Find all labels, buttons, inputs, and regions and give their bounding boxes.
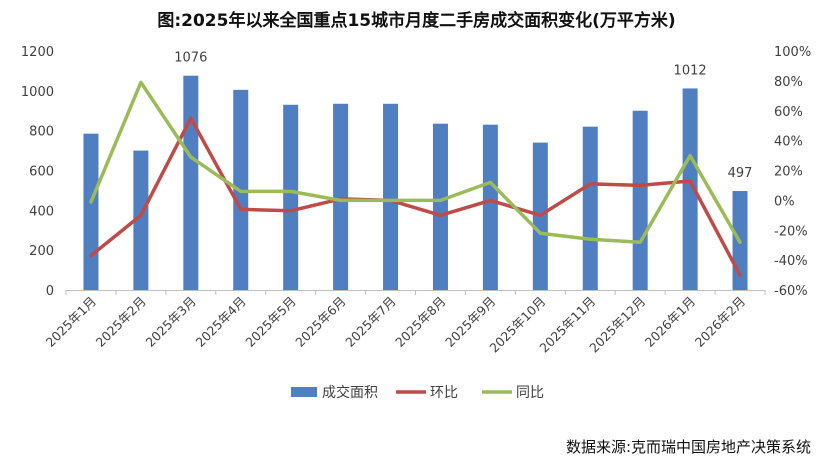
data-label: 497 <box>728 166 753 181</box>
x-tick-label: 2026年1月 <box>642 294 698 350</box>
y-right-tick-label: 60% <box>774 105 803 120</box>
y-right-tick-label: 0% <box>774 194 795 209</box>
bar <box>682 88 698 291</box>
series-line <box>89 80 742 244</box>
x-tick-label: 2025年5月 <box>242 294 298 350</box>
series-line <box>89 116 742 277</box>
y-right-tick-label: -20% <box>774 224 808 239</box>
y-left-tick-label: 1000 <box>21 85 54 100</box>
y-right-tick-label: 80% <box>774 75 803 90</box>
bar <box>133 150 149 290</box>
y-right-tick-label: 100% <box>774 45 811 60</box>
bar <box>83 133 99 290</box>
x-tick-label: 2025年6月 <box>292 294 348 350</box>
y-left-tick-label: 1200 <box>21 45 54 60</box>
x-tick-label: 2026年2月 <box>692 294 748 350</box>
bar <box>432 123 448 290</box>
legend-swatch <box>291 387 317 397</box>
y-right-tick-label: 20% <box>774 165 803 180</box>
bar <box>383 103 399 290</box>
bar <box>283 104 299 291</box>
y-left-tick-label: 200 <box>29 244 54 259</box>
x-tick-label: 2025年3月 <box>143 294 199 350</box>
y-right-tick-label: 40% <box>774 135 803 150</box>
legend-label: 成交面积 <box>322 384 378 401</box>
legend-label: 同比 <box>516 385 544 401</box>
chart-title: 图:2025年以来全国重点15城市月度二手房成交面积变化(万平方米) <box>157 11 676 31</box>
data-label: 1012 <box>674 63 707 78</box>
bar <box>582 126 598 290</box>
y-left-tick-label: 600 <box>29 165 54 180</box>
x-tick-label: 2025年7月 <box>342 294 398 350</box>
y-right-tick-label: -60% <box>774 284 808 299</box>
x-tick-label: 2025年1月 <box>43 294 99 350</box>
y-left-tick-label: 400 <box>29 204 54 219</box>
y-left-tick-label: 800 <box>29 125 54 140</box>
chart-source: 数据来源:克而瑞中国房地产决策系统 <box>565 438 811 456</box>
x-tick-label: 2025年2月 <box>93 294 149 350</box>
x-tick-label: 2025年8月 <box>392 294 448 350</box>
y-right-tick-label: -40% <box>774 254 808 269</box>
x-tick-label: 2025年4月 <box>192 294 248 350</box>
bar <box>333 103 349 290</box>
y-left-tick-label: 0 <box>46 284 54 299</box>
legend-label: 环比 <box>430 385 458 401</box>
bar <box>183 75 199 291</box>
bar <box>632 110 648 290</box>
data-label: 1076 <box>174 51 207 66</box>
bar <box>482 124 498 290</box>
